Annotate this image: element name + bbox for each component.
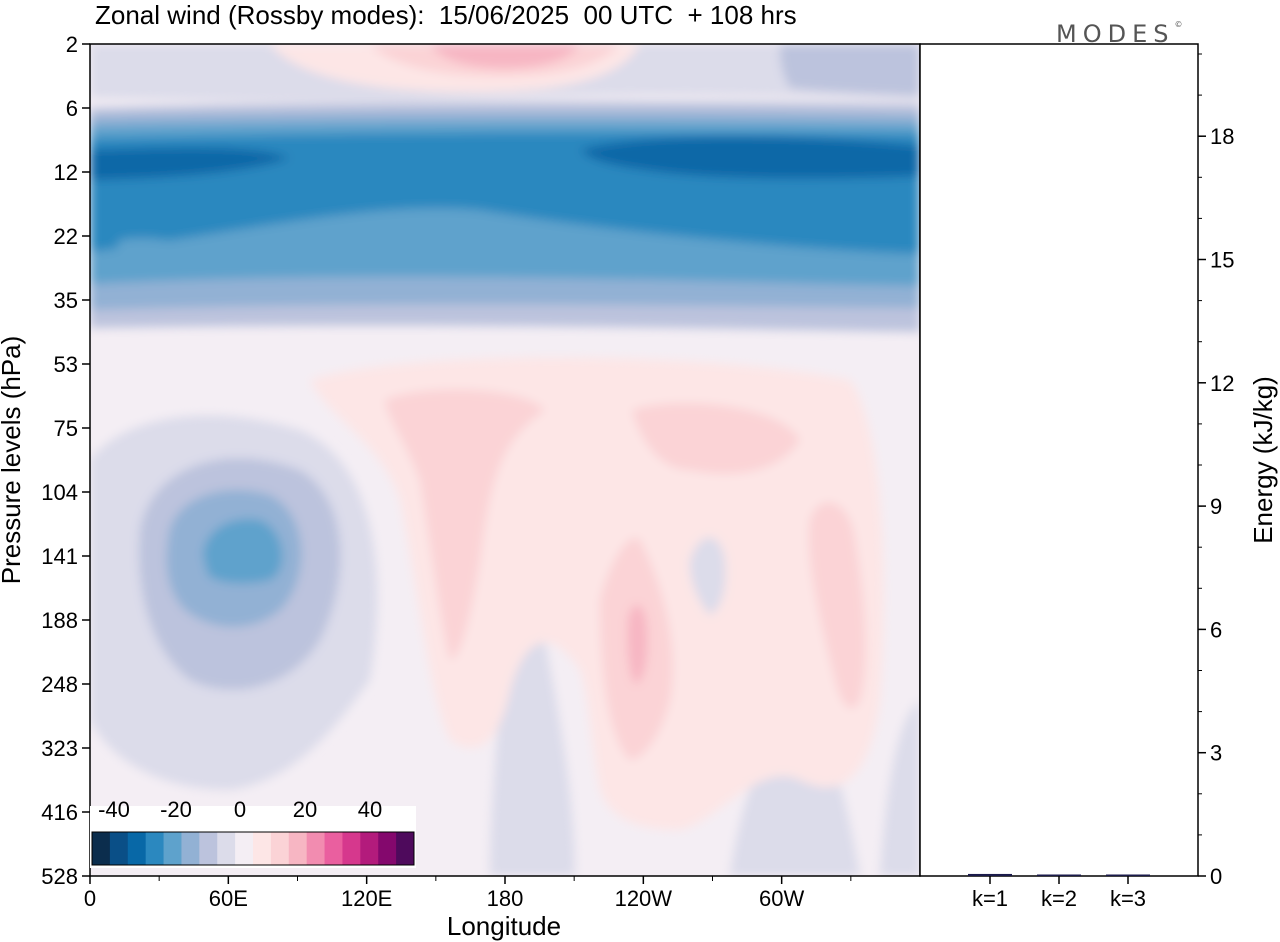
contour-pos-neg-pocket bbox=[689, 537, 726, 615]
colorbar-cell bbox=[324, 832, 343, 865]
colorbar-cell bbox=[306, 832, 326, 865]
colorbar-tick-1: -40 bbox=[98, 797, 130, 822]
longitude-tick-label: 60E bbox=[209, 886, 248, 911]
contour-fields bbox=[90, 44, 920, 876]
colorbar-cell bbox=[145, 832, 165, 865]
pressure-tick-label: 75 bbox=[54, 416, 78, 441]
energy-tick-label: 9 bbox=[1210, 494, 1222, 519]
contour-top-pink-3 bbox=[430, 44, 580, 68]
colorbar-outline bbox=[91, 831, 415, 866]
energy-tick-label: 18 bbox=[1210, 124, 1234, 149]
colorbar-cell bbox=[270, 832, 290, 865]
colorbar-tick-4: 20 bbox=[293, 797, 317, 822]
colorbar-cell bbox=[235, 832, 254, 865]
energy-tick-label: 0 bbox=[1210, 864, 1222, 889]
colorbar-cell bbox=[378, 832, 397, 865]
longitude-tick-label: 180 bbox=[487, 886, 524, 911]
colorbar-cell bbox=[127, 832, 147, 865]
colorbar-cell bbox=[396, 832, 415, 865]
pressure-tick-label: 12 bbox=[54, 160, 78, 185]
energy-bars bbox=[968, 873, 1150, 876]
longitude-tick-label: 0 bbox=[84, 886, 96, 911]
colorbar-cell bbox=[342, 832, 361, 865]
energy-tick-label: 12 bbox=[1210, 371, 1234, 396]
contour-neg-farright bbox=[880, 700, 920, 876]
contour-top-right-blue bbox=[780, 44, 920, 96]
pressure-tick-label: 22 bbox=[54, 224, 78, 249]
colorbar-tick-3: 0 bbox=[234, 797, 246, 822]
pressure-tick-label: 35 bbox=[54, 288, 78, 313]
pressure-tick-label: 2 bbox=[66, 32, 78, 57]
contour-pos-5 bbox=[809, 502, 866, 709]
colorbar-cell bbox=[92, 832, 111, 865]
pressure-tick-label: 323 bbox=[41, 736, 78, 761]
colorbar-cell bbox=[199, 832, 218, 865]
contour-plot bbox=[90, 44, 920, 876]
contour-band-5 bbox=[90, 147, 290, 180]
modes-logo-mark: © bbox=[1174, 20, 1183, 29]
pressure-tick-label: 188 bbox=[41, 608, 78, 633]
energy-category-label: k=1 bbox=[972, 886, 1008, 911]
contour-pos-2 bbox=[385, 389, 545, 660]
longitude-tick-label: 120W bbox=[615, 886, 673, 911]
colorbar-cell bbox=[360, 832, 379, 865]
longitude-tick-label: 120E bbox=[341, 886, 392, 911]
energy-tick-label: 15 bbox=[1210, 248, 1234, 273]
energy-bar bbox=[1037, 874, 1081, 876]
energy-category-label: k=2 bbox=[1041, 886, 1077, 911]
colorbar-tick-5: 40 bbox=[358, 797, 382, 822]
energy-bar bbox=[968, 873, 1012, 876]
pressure-tick-label: 416 bbox=[41, 800, 78, 825]
longitude-axis: 0 60E 120E 180 120W 60W bbox=[84, 876, 852, 911]
contour-neg-left-4 bbox=[203, 519, 283, 584]
colorbar-tick-2: -20 bbox=[160, 797, 192, 822]
x-axis-title: Longitude bbox=[447, 911, 561, 941]
contour-pos-6 bbox=[627, 605, 648, 684]
y-axis-title: Pressure levels (hPa) bbox=[0, 336, 26, 585]
energy-tick-label: 6 bbox=[1210, 617, 1222, 642]
longitude-tick-label: 60W bbox=[759, 886, 804, 911]
colorbar-cell bbox=[217, 832, 236, 865]
energy-frame bbox=[919, 43, 1199, 877]
energy-bar bbox=[1106, 874, 1150, 876]
pressure-axis: 2 6 12 22 35 53 75 104 141 188 248 323 416 528 bbox=[41, 32, 90, 889]
chart-title: Zonal wind (Rossby modes): 15/06/2025 00… bbox=[95, 0, 797, 30]
pressure-tick-label: 528 bbox=[41, 864, 78, 889]
energy-category-label: k=3 bbox=[1110, 886, 1146, 911]
colorbar-cells bbox=[92, 832, 415, 865]
pressure-tick-label: 141 bbox=[41, 544, 78, 569]
pressure-tick-label: 6 bbox=[66, 96, 78, 121]
pressure-tick-label: 53 bbox=[54, 352, 78, 377]
colorbar-cell bbox=[253, 832, 272, 865]
colorbar: -40 -20 0 20 40 bbox=[90, 797, 416, 868]
colorbar-cell bbox=[288, 832, 308, 865]
energy-axis-title: Energy (kJ/kg) bbox=[1248, 376, 1278, 544]
colorbar-cell bbox=[181, 832, 200, 865]
contour-band-7 bbox=[117, 238, 186, 262]
colorbar-cell bbox=[109, 832, 129, 865]
pressure-tick-label: 248 bbox=[41, 672, 78, 697]
colorbar-cell bbox=[163, 832, 182, 865]
energy-tick-label: 3 bbox=[1210, 741, 1222, 766]
contour-band-6 bbox=[580, 136, 920, 179]
pressure-tick-label: 104 bbox=[41, 480, 78, 505]
energy-categories: k=1 k=2 k=3 bbox=[972, 876, 1146, 911]
contour-pos-3 bbox=[632, 403, 800, 474]
energy-axis: 0 3 6 9 12 15 18 bbox=[1198, 53, 1234, 889]
